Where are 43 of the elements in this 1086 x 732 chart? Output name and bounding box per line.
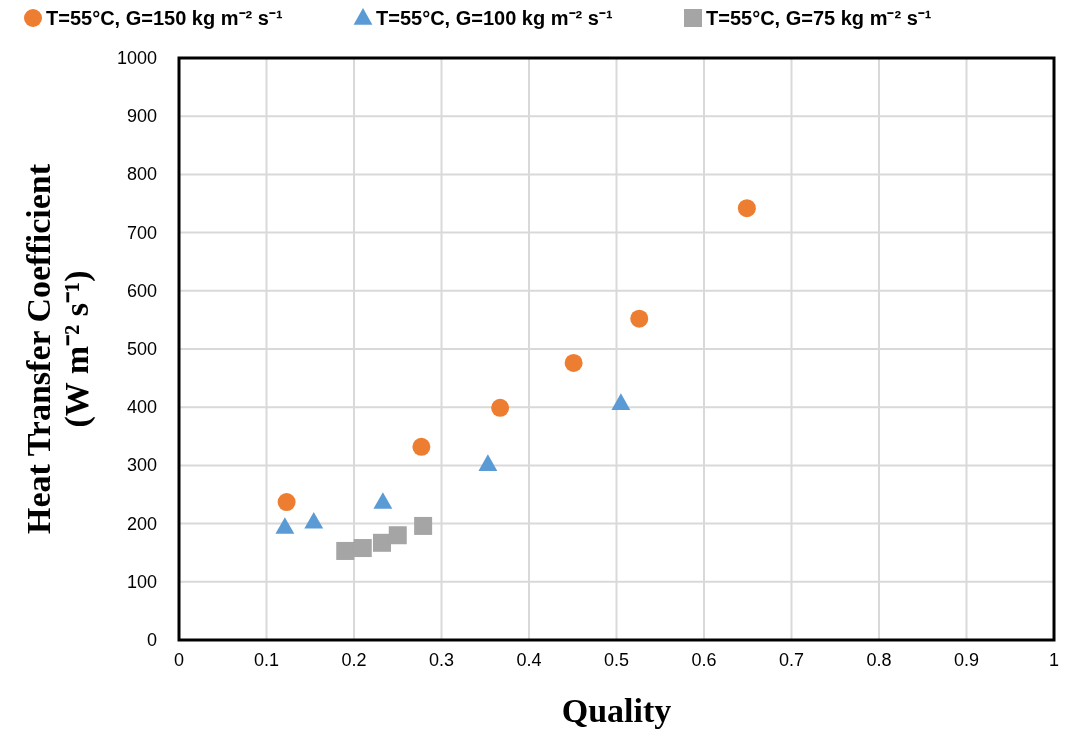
- point: [412, 437, 431, 456]
- y-tick-label: 100: [126, 571, 157, 592]
- legend-label: T=55°C, G=75 kg m⁻² s⁻¹: [706, 7, 932, 29]
- x-axis-title: Quality: [561, 692, 672, 729]
- x-tick-label: 0.9: [953, 650, 980, 670]
- point: [353, 539, 372, 558]
- y-tick-label: 0: [146, 630, 157, 650]
- x-tick-label: 0.6: [691, 650, 717, 670]
- point: [737, 199, 756, 218]
- point: [388, 526, 407, 545]
- x-tick-label: 0.1: [253, 650, 280, 670]
- point: [373, 533, 391, 552]
- y-tick-label: 400: [126, 397, 157, 418]
- point: [304, 511, 324, 529]
- y-tick-label: 300: [126, 455, 157, 476]
- x-tick-label: 0.3: [428, 650, 455, 670]
- legend-label: T=55°C, G=100 kg m⁻² s⁻¹: [376, 7, 613, 29]
- y-axis-title: Heat Transfer Coefficient (W m⁻² s⁻¹): [20, 163, 96, 535]
- point: [277, 493, 296, 512]
- y-tick-label: 900: [126, 106, 157, 127]
- x-tick-label: 0.5: [603, 650, 630, 670]
- point: [336, 541, 355, 560]
- x-tick-label: 0.8: [866, 650, 892, 670]
- point: [630, 309, 649, 328]
- y-tick-label: 700: [126, 222, 157, 243]
- point: [564, 353, 583, 372]
- x-tick-label: 0.4: [516, 650, 542, 670]
- y-tick-label: 500: [126, 339, 157, 359]
- point: [373, 492, 393, 509]
- y-tick-label: 800: [126, 164, 157, 185]
- point: [414, 516, 433, 535]
- point: [478, 454, 498, 471]
- y-tick-label: 1000: [116, 48, 157, 68]
- x-tick-label: 1: [1048, 650, 1060, 670]
- y-tick-label: 600: [126, 280, 157, 301]
- x-tick-label: 0.7: [778, 650, 805, 670]
- y-tick-label: 200: [126, 513, 157, 534]
- point: [491, 398, 510, 417]
- point: [611, 393, 631, 410]
- x-tick-label: 0: [173, 650, 185, 670]
- point: [275, 517, 295, 534]
- legend-label: T=55°C, G=150 kg m⁻² s⁻¹: [46, 7, 283, 29]
- x-tick-label: 0.2: [341, 650, 367, 670]
